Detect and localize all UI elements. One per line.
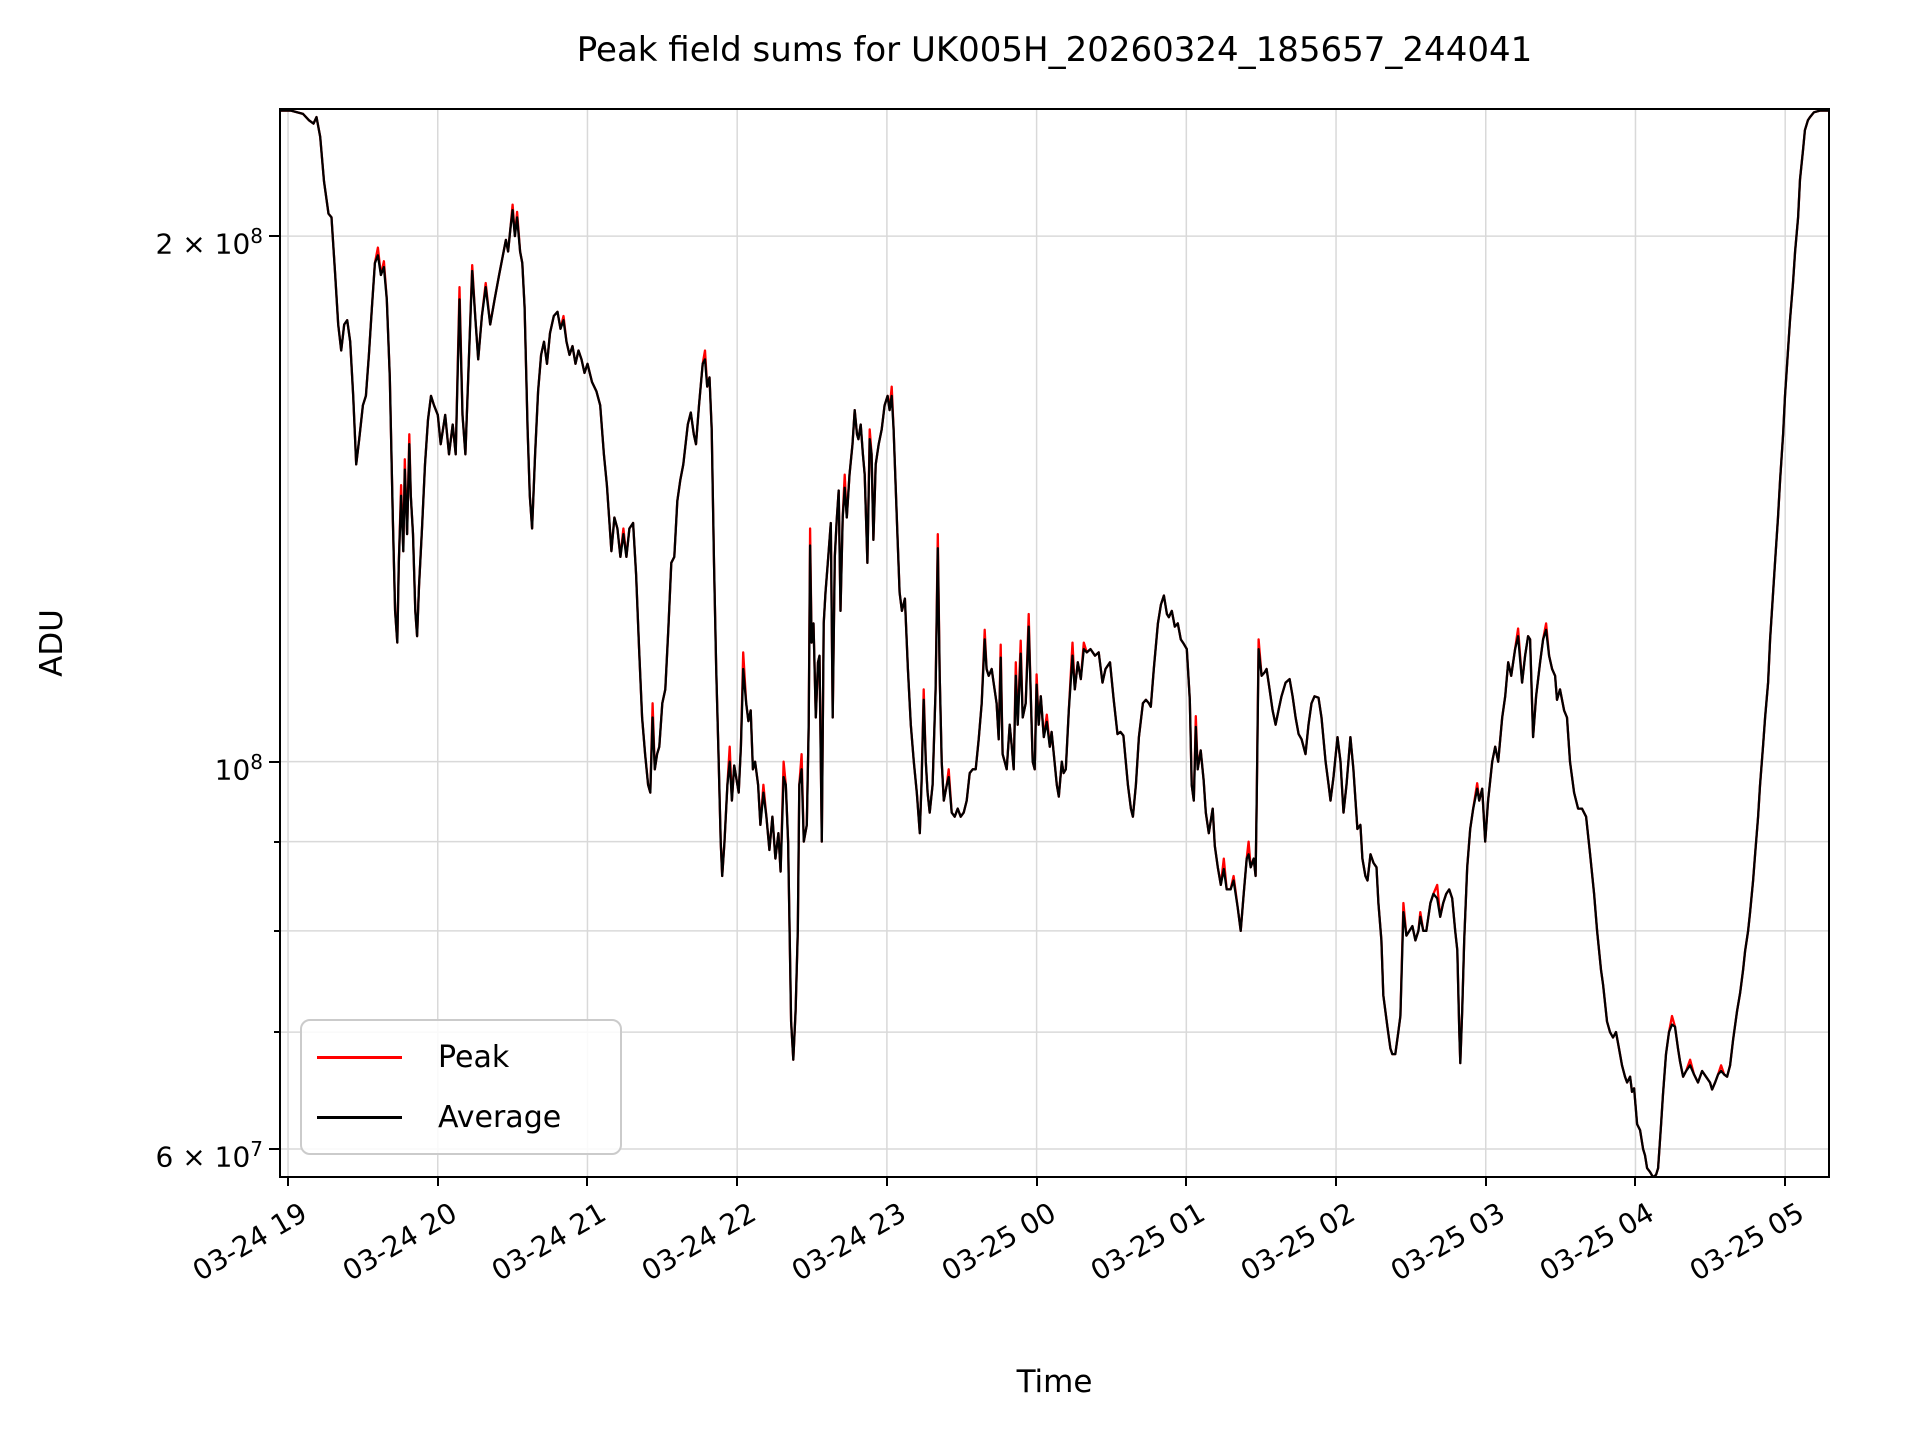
legend-label-average: Average — [438, 1099, 562, 1135]
x-tick-label: 03-24 23 — [785, 1196, 912, 1288]
y-tick-mark — [274, 840, 279, 843]
plot-area — [279, 108, 1830, 1178]
x-tick-mark — [586, 1176, 589, 1186]
y-tick-label: 108 — [214, 749, 263, 786]
x-tick-label: 03-25 00 — [935, 1196, 1062, 1288]
y-tick-mark — [269, 760, 279, 763]
chart-canvas — [281, 110, 1828, 1176]
x-tick-label: 03-24 21 — [486, 1196, 612, 1288]
legend-entry-average: Average — [317, 1100, 620, 1135]
y-tick-mark — [274, 1031, 279, 1034]
peak-line-swatch — [317, 1055, 402, 1059]
legend: Peak Average — [300, 1019, 622, 1155]
x-tick-label: 03-25 03 — [1384, 1196, 1511, 1288]
y-tick-label: 6 × 107 — [155, 1136, 263, 1174]
legend-label-peak: Peak — [438, 1039, 510, 1075]
y-tick-label: 2 × 108 — [155, 224, 263, 261]
x-tick-label: 03-25 05 — [1684, 1196, 1810, 1288]
x-tick-label: 03-24 22 — [636, 1196, 762, 1288]
y-tick-mark — [274, 929, 279, 932]
x-tick-mark — [736, 1176, 739, 1186]
average-series-line — [281, 110, 1828, 1176]
x-tick-mark — [436, 1176, 439, 1186]
y-tick-mark — [269, 235, 279, 238]
x-axis-label: Time — [1016, 1364, 1093, 1400]
y-tick-mark — [269, 1147, 279, 1150]
x-tick-mark — [1185, 1176, 1188, 1186]
x-tick-label: 03-24 20 — [336, 1196, 463, 1288]
chart-title: Peak field sums for UK005H_20260324_1856… — [576, 30, 1533, 70]
x-tick-mark — [1484, 1176, 1487, 1186]
x-tick-label: 03-24 19 — [187, 1196, 313, 1288]
x-tick-label: 03-25 04 — [1534, 1196, 1660, 1288]
y-axis-label: ADU — [34, 609, 70, 677]
legend-entry-peak: Peak — [317, 1040, 620, 1075]
x-tick-mark — [287, 1176, 290, 1186]
x-tick-mark — [1035, 1176, 1038, 1186]
x-tick-mark — [1634, 1176, 1637, 1186]
x-tick-label: 03-25 02 — [1235, 1196, 1361, 1288]
average-line-swatch — [317, 1115, 402, 1119]
x-tick-mark — [1335, 1176, 1338, 1186]
x-tick-label: 03-25 01 — [1085, 1196, 1211, 1288]
peak-series-line — [281, 110, 1828, 1176]
x-tick-mark — [885, 1176, 888, 1186]
x-tick-mark — [1784, 1176, 1787, 1186]
